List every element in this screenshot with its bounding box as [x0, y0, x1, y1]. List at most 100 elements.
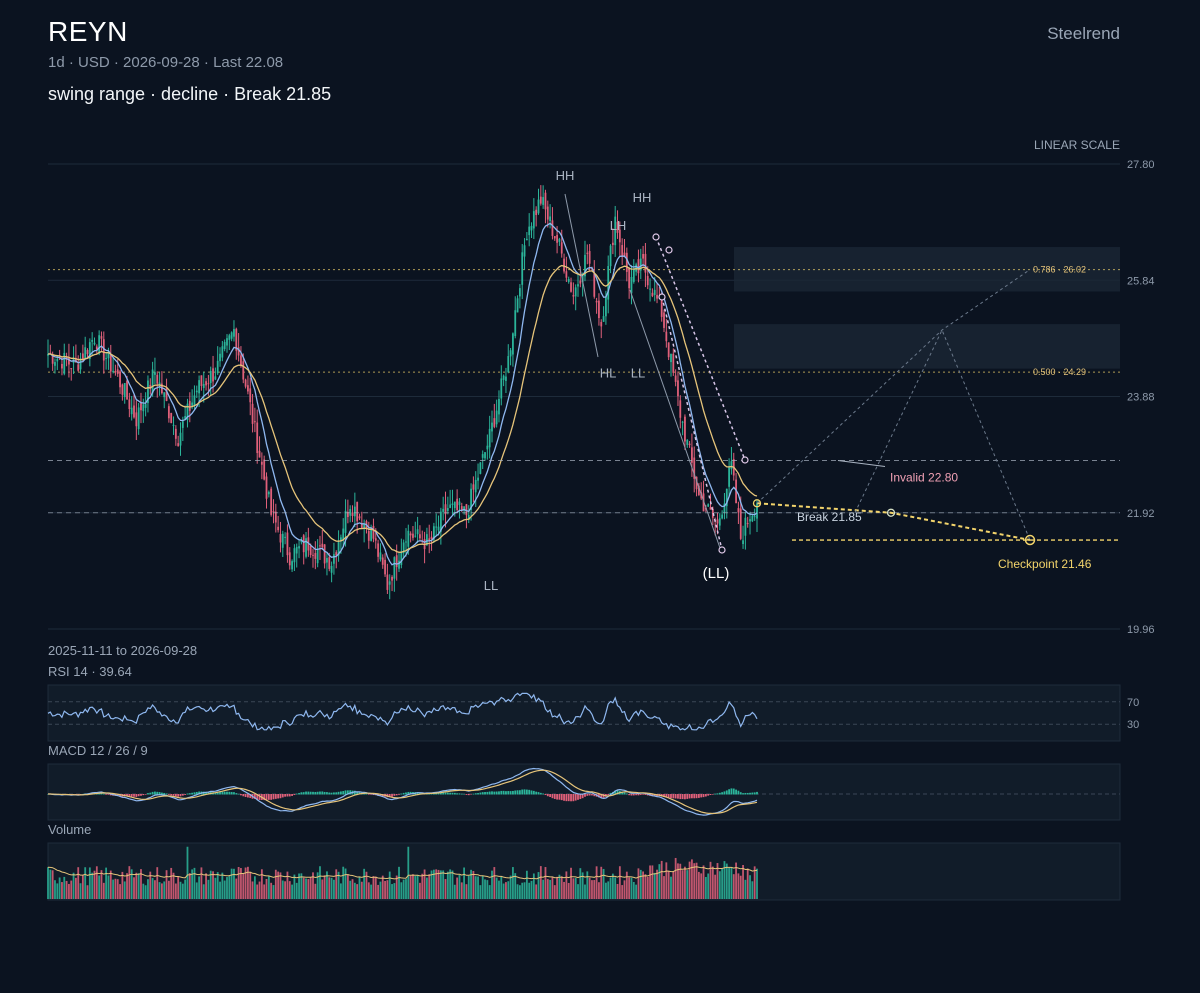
candle-body	[284, 536, 287, 538]
volume-bar	[47, 867, 49, 899]
candle-body	[453, 501, 456, 509]
volume-bar	[249, 871, 252, 899]
candle-body	[419, 534, 421, 539]
macd-hist-bar	[474, 793, 477, 795]
candle-body	[260, 461, 263, 465]
volume-bar	[198, 876, 200, 899]
invalid-label: Invalid 22.80	[890, 471, 958, 485]
volume-bar	[435, 869, 438, 899]
volume-bar	[646, 876, 649, 899]
y-tick-label: 25.84	[1127, 275, 1155, 287]
candle-body	[530, 225, 533, 231]
candle-body	[537, 199, 540, 214]
candle-body	[665, 331, 668, 342]
candle-body	[488, 428, 491, 448]
macd-hist-bar	[353, 790, 356, 795]
macd-hist-bar	[539, 792, 542, 795]
volume-bar	[525, 870, 528, 899]
volume-bar	[209, 870, 212, 899]
macd-hist-bar	[172, 794, 175, 796]
candle-body	[253, 421, 256, 423]
volume-bar	[584, 884, 586, 899]
macd-hist-bar	[542, 793, 545, 795]
macd-hist-bar	[205, 791, 207, 795]
volume-bar	[579, 868, 582, 899]
candle-body	[130, 407, 133, 415]
volume-bar	[247, 866, 249, 899]
candle-body	[697, 485, 700, 495]
macd-hist-bar	[295, 793, 298, 795]
volume-bar	[595, 866, 598, 899]
macd-hist-bar	[521, 789, 524, 795]
checkpoint-label: Checkpoint 21.46	[998, 557, 1092, 571]
volume-bar	[702, 865, 705, 899]
macd-hist-bar	[632, 794, 635, 796]
volume-bar	[637, 868, 640, 899]
macd-hist-bar	[674, 794, 677, 799]
candle-body	[135, 412, 138, 427]
macd-hist-bar	[718, 792, 721, 795]
candle-body	[377, 543, 379, 557]
candle-body	[739, 508, 742, 539]
macd-hist-bar	[79, 794, 82, 795]
macd-hist-bar	[477, 793, 479, 795]
macd-hist-bar	[751, 792, 754, 795]
candle-body	[177, 443, 180, 447]
macd-hist-bar	[616, 790, 619, 795]
volume-bar	[739, 875, 742, 899]
volume-bar	[360, 881, 363, 899]
macd-hist-bar	[544, 794, 547, 796]
volume-bar	[621, 885, 624, 899]
macd-hist-bar	[679, 794, 682, 800]
candle-body	[428, 538, 431, 541]
candle-body	[412, 533, 414, 538]
candle-body	[81, 353, 84, 361]
macd-hist-bar	[342, 791, 345, 795]
volume-bar	[574, 877, 577, 899]
candle-body	[639, 258, 642, 271]
pivot-marker	[652, 233, 660, 241]
volume-bar	[742, 865, 744, 899]
macd-hist-bar	[563, 794, 565, 801]
scale-toggle[interactable]: LINEAR SCALE	[1033, 138, 1120, 152]
volume-bar	[305, 878, 307, 899]
volume-bar	[649, 865, 651, 899]
candle-body	[728, 467, 731, 487]
projection-node	[886, 508, 896, 517]
volume-bar	[695, 862, 698, 899]
macd-hist-bar	[388, 794, 391, 798]
macd-hist-bar	[711, 794, 714, 795]
volume-bar	[140, 869, 142, 899]
volume-bar	[502, 883, 505, 899]
macd-hist-bar	[291, 794, 293, 796]
volume-bar	[377, 884, 379, 899]
volume-bar	[756, 868, 758, 899]
volume-bar	[114, 878, 117, 899]
macd-hist-bar	[321, 791, 324, 795]
macd-hist-bar	[514, 790, 517, 795]
macd-hist-bar	[639, 794, 642, 795]
candle-body	[79, 358, 82, 370]
candle-body	[481, 454, 484, 458]
scenario-path	[756, 269, 1031, 504]
volume-bar	[195, 882, 198, 899]
macd-hist-bar	[574, 794, 577, 801]
candle-body	[642, 253, 644, 259]
candle-body	[467, 515, 470, 521]
macd-hist-bar	[186, 793, 189, 795]
macd-hist-bar	[339, 791, 342, 795]
candle-body	[565, 271, 568, 278]
candle-body	[281, 533, 284, 548]
swing-leg	[629, 289, 721, 549]
candle-body	[579, 280, 582, 284]
pivot-marker	[741, 456, 749, 464]
candle-body	[219, 353, 221, 362]
swing-label: (LL)	[703, 565, 730, 582]
swing-label: HH	[633, 190, 652, 205]
volume-bar	[91, 872, 94, 899]
candle-body	[751, 515, 754, 522]
macd-hist-bar	[319, 791, 321, 795]
volume-bar	[309, 876, 312, 899]
volume-bar	[77, 867, 80, 899]
